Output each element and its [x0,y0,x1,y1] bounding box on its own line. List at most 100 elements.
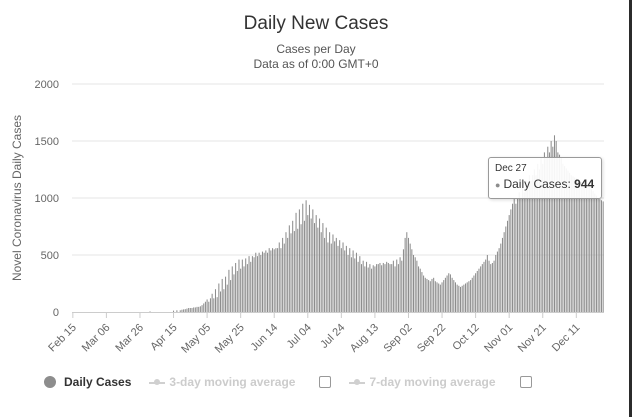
y-axis-title: Novel Coronavirus Daily Cases [10,115,24,281]
bar [431,278,433,312]
bar [374,266,376,312]
legend-item-7day[interactable]: 7-day moving average [349,375,532,389]
x-tick-label: Dec 11 [550,322,583,355]
bar [580,182,582,312]
bar [589,186,591,312]
bar [347,255,349,312]
legend-dot-icon [44,376,56,388]
bar [506,220,509,312]
bar [275,248,277,312]
bar [371,268,373,312]
bar [555,141,557,312]
bar [453,280,455,312]
bar [179,310,181,312]
bar [357,261,359,312]
bar [322,223,324,312]
bar [428,280,430,312]
x-tick-label: Mar 06 [80,322,113,355]
bar [399,257,401,312]
bar [265,250,267,312]
bar [597,198,599,312]
bar [243,266,245,312]
bar [216,297,218,312]
legend-item-daily-cases[interactable]: Daily Cases [44,375,131,389]
bar [308,204,310,312]
bar [404,237,406,312]
bar [451,277,453,312]
bar [292,220,294,312]
bar [533,169,535,312]
bar [238,259,240,312]
bar [456,284,458,312]
bar [352,250,354,312]
bar [560,158,562,312]
bar [423,275,425,312]
legend-item-3day[interactable]: 3-day moving average [149,375,332,389]
legend-label-daily-cases: Daily Cases [64,375,132,389]
bar [483,261,485,312]
bar [545,158,547,312]
bar [366,261,368,312]
bar [485,259,487,312]
bar [458,285,460,312]
bar [312,209,314,312]
bar [188,308,190,312]
bar [251,256,253,312]
bar [268,248,270,312]
bar [503,232,505,312]
bar [256,256,258,312]
bar [329,232,331,312]
bar [181,309,183,312]
bar [360,264,363,312]
bar [481,264,483,312]
bar [372,265,374,312]
bar [335,237,337,312]
bar [411,249,413,312]
bar [297,228,299,312]
bar [439,284,441,312]
bar [513,198,515,312]
bar [355,252,357,312]
bar [426,278,428,312]
bar [569,172,571,312]
bar [334,241,336,312]
bar [246,264,248,312]
tooltip-date: Dec 27 [495,163,527,174]
x-tick-label: Mar 26 [113,322,146,355]
bar [540,158,542,312]
bar [535,175,537,312]
bar [241,259,243,312]
bar [434,281,436,312]
bar [548,152,550,312]
bar [362,260,364,312]
bar [231,266,233,312]
bar [278,242,280,312]
bar [550,141,552,312]
bar [471,277,473,312]
bar [490,264,492,312]
bar [530,180,532,312]
x-tick-label: Jul 04 [285,322,314,351]
bar [409,243,411,312]
bar [307,215,309,312]
bar [441,282,443,312]
bar [270,250,272,312]
bar [191,308,193,312]
checkbox-7day[interactable] [519,376,532,388]
bar [266,252,269,312]
bar [389,264,391,312]
x-tick-label: Nov 21 [516,322,549,355]
bar [419,268,421,312]
bar [515,203,517,312]
legend: Daily Cases 3-day moving average 7-day m… [44,373,550,391]
bar [320,232,322,312]
bar [379,262,381,312]
chart-subtitle-date: Data as of 0:00 GMT+0 [253,57,379,71]
bar [486,255,488,312]
checkbox-3day[interactable] [319,376,332,388]
bar [203,303,205,312]
y-tick-label: 1000 [35,193,59,205]
bar [397,264,399,312]
bar [337,245,339,312]
bar [258,252,260,312]
